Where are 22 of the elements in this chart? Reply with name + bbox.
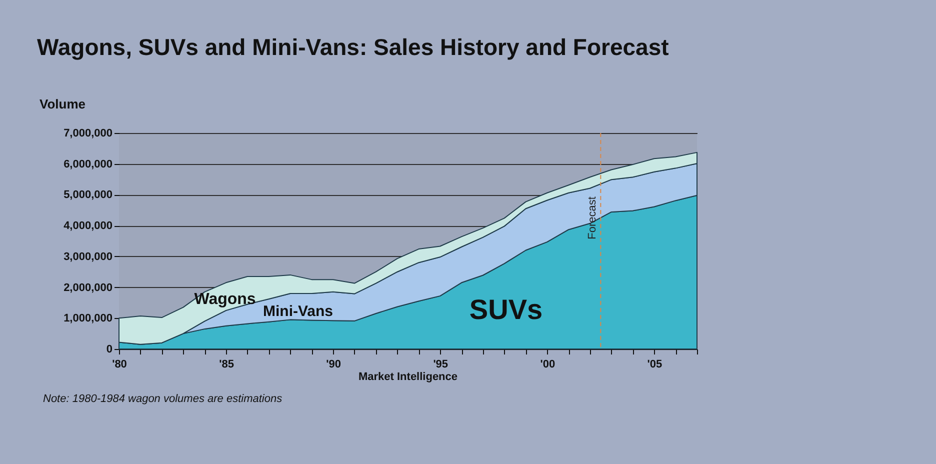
y-tick-label: 5,000,000 bbox=[64, 189, 112, 202]
y-tick-label: 6,000,000 bbox=[64, 158, 112, 170]
x-tick-label: '05 bbox=[647, 358, 662, 370]
ref-line-label: Forecast bbox=[586, 196, 599, 240]
series-label: SUVs bbox=[469, 294, 543, 325]
series-label: Mini-Vans bbox=[262, 303, 334, 320]
y-axis-title: Volume bbox=[40, 96, 86, 112]
x-tick-label: '00 bbox=[540, 358, 556, 370]
text: Market Intelligence bbox=[358, 371, 458, 383]
x-tick-label: '90 bbox=[326, 358, 342, 370]
x-tick-label: '85 bbox=[219, 358, 234, 370]
y-tick-label: 7,000,000 bbox=[64, 128, 112, 140]
y-tick-label: 0 bbox=[106, 344, 112, 356]
chart-title: Wagons, SUVs and Mini-Vans: Sales History and Forecast bbox=[37, 34, 670, 60]
y-tick-label: 4,000,000 bbox=[64, 220, 112, 232]
x-tick-label: '95 bbox=[433, 358, 448, 370]
y-tick-label: 3,000,000 bbox=[64, 250, 112, 263]
y-tick-label: 2,000,000 bbox=[64, 282, 112, 294]
y-tick-label: 1,000,000 bbox=[64, 312, 112, 325]
text: Note: 1980-1984 wagon volumes are estimations bbox=[43, 393, 283, 405]
series-label: Wagons bbox=[194, 291, 256, 308]
x-tick-label: '80 bbox=[112, 358, 127, 370]
